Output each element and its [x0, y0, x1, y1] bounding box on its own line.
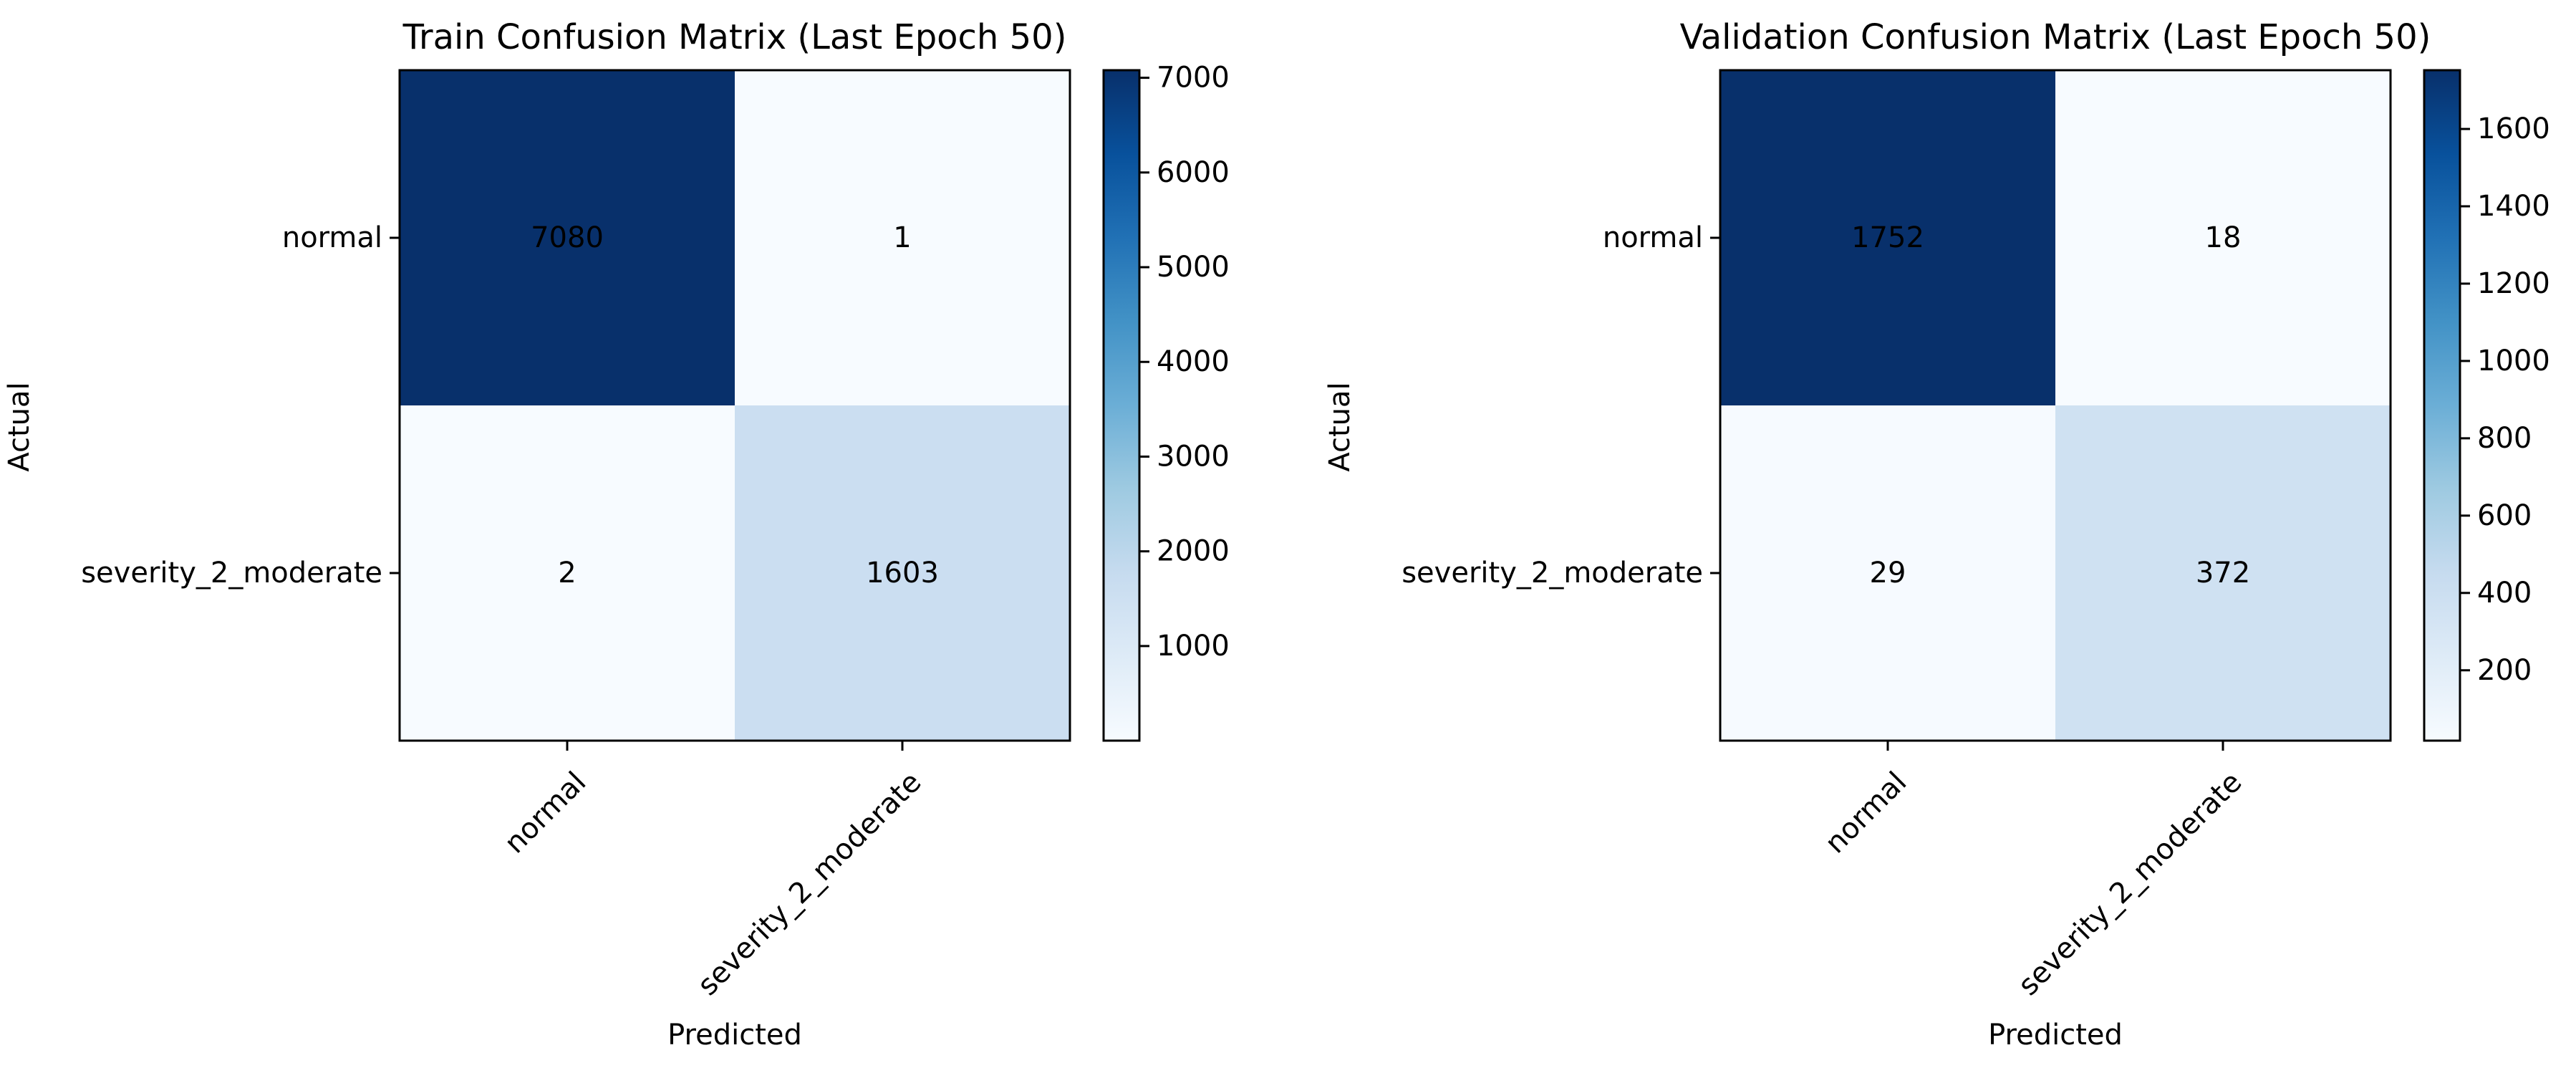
heatmap-cell	[1720, 70, 2055, 405]
colorbar-tick-label: 7000	[1157, 62, 1230, 95]
colorbar-tick-label: 4000	[1157, 345, 1230, 378]
heatmap-cell	[2055, 405, 2391, 741]
chart-title: Train Confusion Matrix (Last Epoch 50)	[402, 17, 1067, 57]
heatmap-cell	[2055, 70, 2391, 405]
colorbar	[2423, 69, 2461, 742]
heatmap-cell	[1720, 405, 2055, 741]
cell-value-label: 1603	[866, 557, 939, 590]
colorbar-tick-label: 1600	[2477, 112, 2550, 145]
y-tick-label: normal	[1603, 221, 1703, 254]
colorbar-tick-label: 800	[2477, 422, 2532, 455]
y-axis-label: Actual	[3, 382, 36, 471]
colorbar-tick-label: 6000	[1157, 156, 1230, 189]
heatmap-cell	[400, 70, 735, 405]
cell-value-label: 29	[1870, 557, 1906, 590]
colorbar-tick-label: 3000	[1157, 440, 1230, 473]
y-tick-label: severity_2_moderate	[1402, 557, 1703, 590]
y-tick-label: normal	[282, 221, 382, 254]
colorbar-tick-label: 400	[2477, 577, 2532, 610]
heatmap-cell	[735, 70, 1070, 405]
x-axis-label: Predicted	[667, 1019, 802, 1052]
colorbar-tick-label: 1200	[2477, 267, 2550, 300]
colorbar-tick-label: 1000	[2477, 345, 2550, 377]
colorbar-tick-label: 5000	[1157, 251, 1230, 284]
cell-value-label: 18	[2205, 221, 2242, 254]
cell-value-label: 1	[893, 221, 911, 254]
cell-value-label: 1752	[1851, 221, 1924, 254]
chart-title: Validation Confusion Matrix (Last Epoch …	[1680, 17, 2431, 57]
colorbar-tick-label: 200	[2477, 654, 2532, 687]
cell-value-label: 2	[558, 557, 576, 590]
colorbar-tick-label: 600	[2477, 499, 2532, 532]
y-axis-label: Actual	[1323, 382, 1356, 471]
cell-value-label: 7080	[531, 221, 604, 254]
colorbar	[1102, 69, 1141, 742]
heatmap-cell	[400, 405, 735, 741]
axes-frame	[1719, 69, 2392, 742]
colorbar-tick-label: 2000	[1157, 535, 1230, 568]
heatmap-cell	[735, 405, 1070, 741]
colorbar-tick-label: 1000	[1157, 630, 1230, 663]
colorbar-tick-label: 1400	[2477, 190, 2550, 223]
y-tick-label: severity_2_moderate	[81, 557, 382, 590]
axes-frame	[398, 69, 1071, 742]
x-axis-label: Predicted	[1988, 1019, 2123, 1052]
cell-value-label: 372	[2196, 557, 2250, 590]
